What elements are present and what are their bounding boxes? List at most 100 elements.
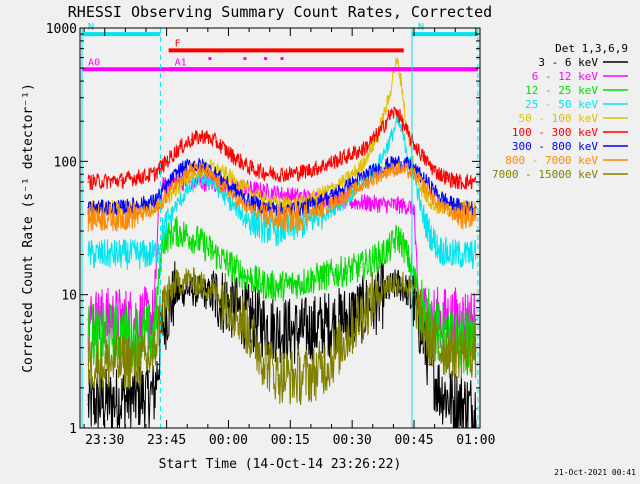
data-point xyxy=(396,60,399,63)
data-point xyxy=(215,173,217,176)
data-point xyxy=(87,253,90,256)
data-point xyxy=(347,185,349,188)
data-point xyxy=(211,288,213,290)
data-point xyxy=(400,83,403,85)
series-trace xyxy=(87,161,477,233)
data-point xyxy=(413,274,415,276)
data-point xyxy=(475,215,477,217)
annotation-dot xyxy=(243,57,247,61)
data-point xyxy=(157,323,160,326)
data-point xyxy=(157,248,160,250)
data-point xyxy=(198,177,201,179)
data-point xyxy=(314,203,316,205)
legend-label: 6 - 12 keV xyxy=(532,70,599,83)
data-point xyxy=(475,407,477,410)
data-point xyxy=(376,256,378,259)
legend-label: 12 - 25 keV xyxy=(525,84,598,97)
x-tick-label: 23:30 xyxy=(85,433,124,448)
data-point xyxy=(248,208,250,210)
legend-label: 3 - 6 keV xyxy=(538,56,598,69)
data-point xyxy=(198,240,201,243)
data-point xyxy=(260,198,263,200)
data-point xyxy=(450,399,452,402)
data-point xyxy=(429,363,432,366)
data-point xyxy=(244,323,246,326)
data-point xyxy=(211,181,213,183)
data-point xyxy=(450,253,452,256)
data-point xyxy=(388,169,391,171)
series-100-300-kev xyxy=(87,106,477,191)
data-point xyxy=(260,354,263,357)
data-point xyxy=(260,190,263,192)
data-point xyxy=(396,109,399,112)
x-tick-label: 00:30 xyxy=(333,433,372,448)
data-point xyxy=(326,323,329,326)
footer-date: 21-Oct-2021 00:41 xyxy=(554,468,636,477)
y-axis-label: Corrected Count Rate (s⁻¹ detector⁻¹) xyxy=(21,83,36,373)
data-point xyxy=(396,236,399,238)
data-point xyxy=(281,209,283,212)
data-point xyxy=(330,203,333,205)
data-point xyxy=(326,274,329,276)
data-point xyxy=(293,195,296,197)
data-point xyxy=(429,234,432,236)
data-point xyxy=(404,145,407,147)
y-tick-label: 1000 xyxy=(46,22,77,37)
plot-frame xyxy=(79,27,481,429)
data-point xyxy=(190,139,193,141)
y-tick-label: 1 xyxy=(69,422,77,437)
series-trace xyxy=(87,261,477,429)
data-point xyxy=(153,173,156,176)
data-point xyxy=(450,203,452,205)
data-point xyxy=(388,114,391,117)
data-point xyxy=(437,346,440,349)
data-point xyxy=(314,210,316,213)
data-point xyxy=(260,283,263,285)
data-point xyxy=(376,203,378,205)
y-tick-label: 10 xyxy=(61,289,77,304)
data-point xyxy=(396,167,399,170)
data-point xyxy=(404,250,407,253)
data-point xyxy=(87,181,90,183)
data-point xyxy=(363,182,366,185)
data-point xyxy=(437,206,440,209)
series-trace xyxy=(87,267,477,405)
data-point xyxy=(347,193,349,195)
data-point xyxy=(186,190,189,192)
data-point xyxy=(174,206,176,209)
data-point xyxy=(178,169,180,172)
data-point xyxy=(400,240,403,243)
data-point xyxy=(388,283,391,285)
data-point xyxy=(462,349,465,352)
data-point xyxy=(174,230,176,232)
data-point xyxy=(277,230,279,232)
data-point xyxy=(380,129,382,132)
data-point xyxy=(446,177,448,179)
data-point xyxy=(343,340,345,342)
data-point xyxy=(190,167,193,170)
data-point xyxy=(310,219,312,222)
data-point xyxy=(178,177,180,179)
data-point xyxy=(380,173,382,176)
data-point xyxy=(330,195,333,197)
data-point xyxy=(404,120,407,122)
data-point xyxy=(359,166,362,169)
data-point xyxy=(157,213,160,216)
data-point xyxy=(388,204,391,206)
data-point xyxy=(310,198,312,200)
data-point xyxy=(87,216,90,219)
legend-label: 300 - 800 keV xyxy=(512,140,598,153)
data-point xyxy=(437,195,440,197)
data-point xyxy=(359,266,362,269)
x-tick-label: 01:00 xyxy=(456,433,495,448)
data-point xyxy=(404,205,407,208)
data-point xyxy=(120,179,123,182)
data-point xyxy=(437,387,440,389)
data-point xyxy=(145,359,147,362)
data-point xyxy=(120,206,123,209)
data-point xyxy=(165,160,168,163)
data-point xyxy=(165,185,168,188)
data-point xyxy=(186,234,189,236)
data-point xyxy=(153,200,156,203)
